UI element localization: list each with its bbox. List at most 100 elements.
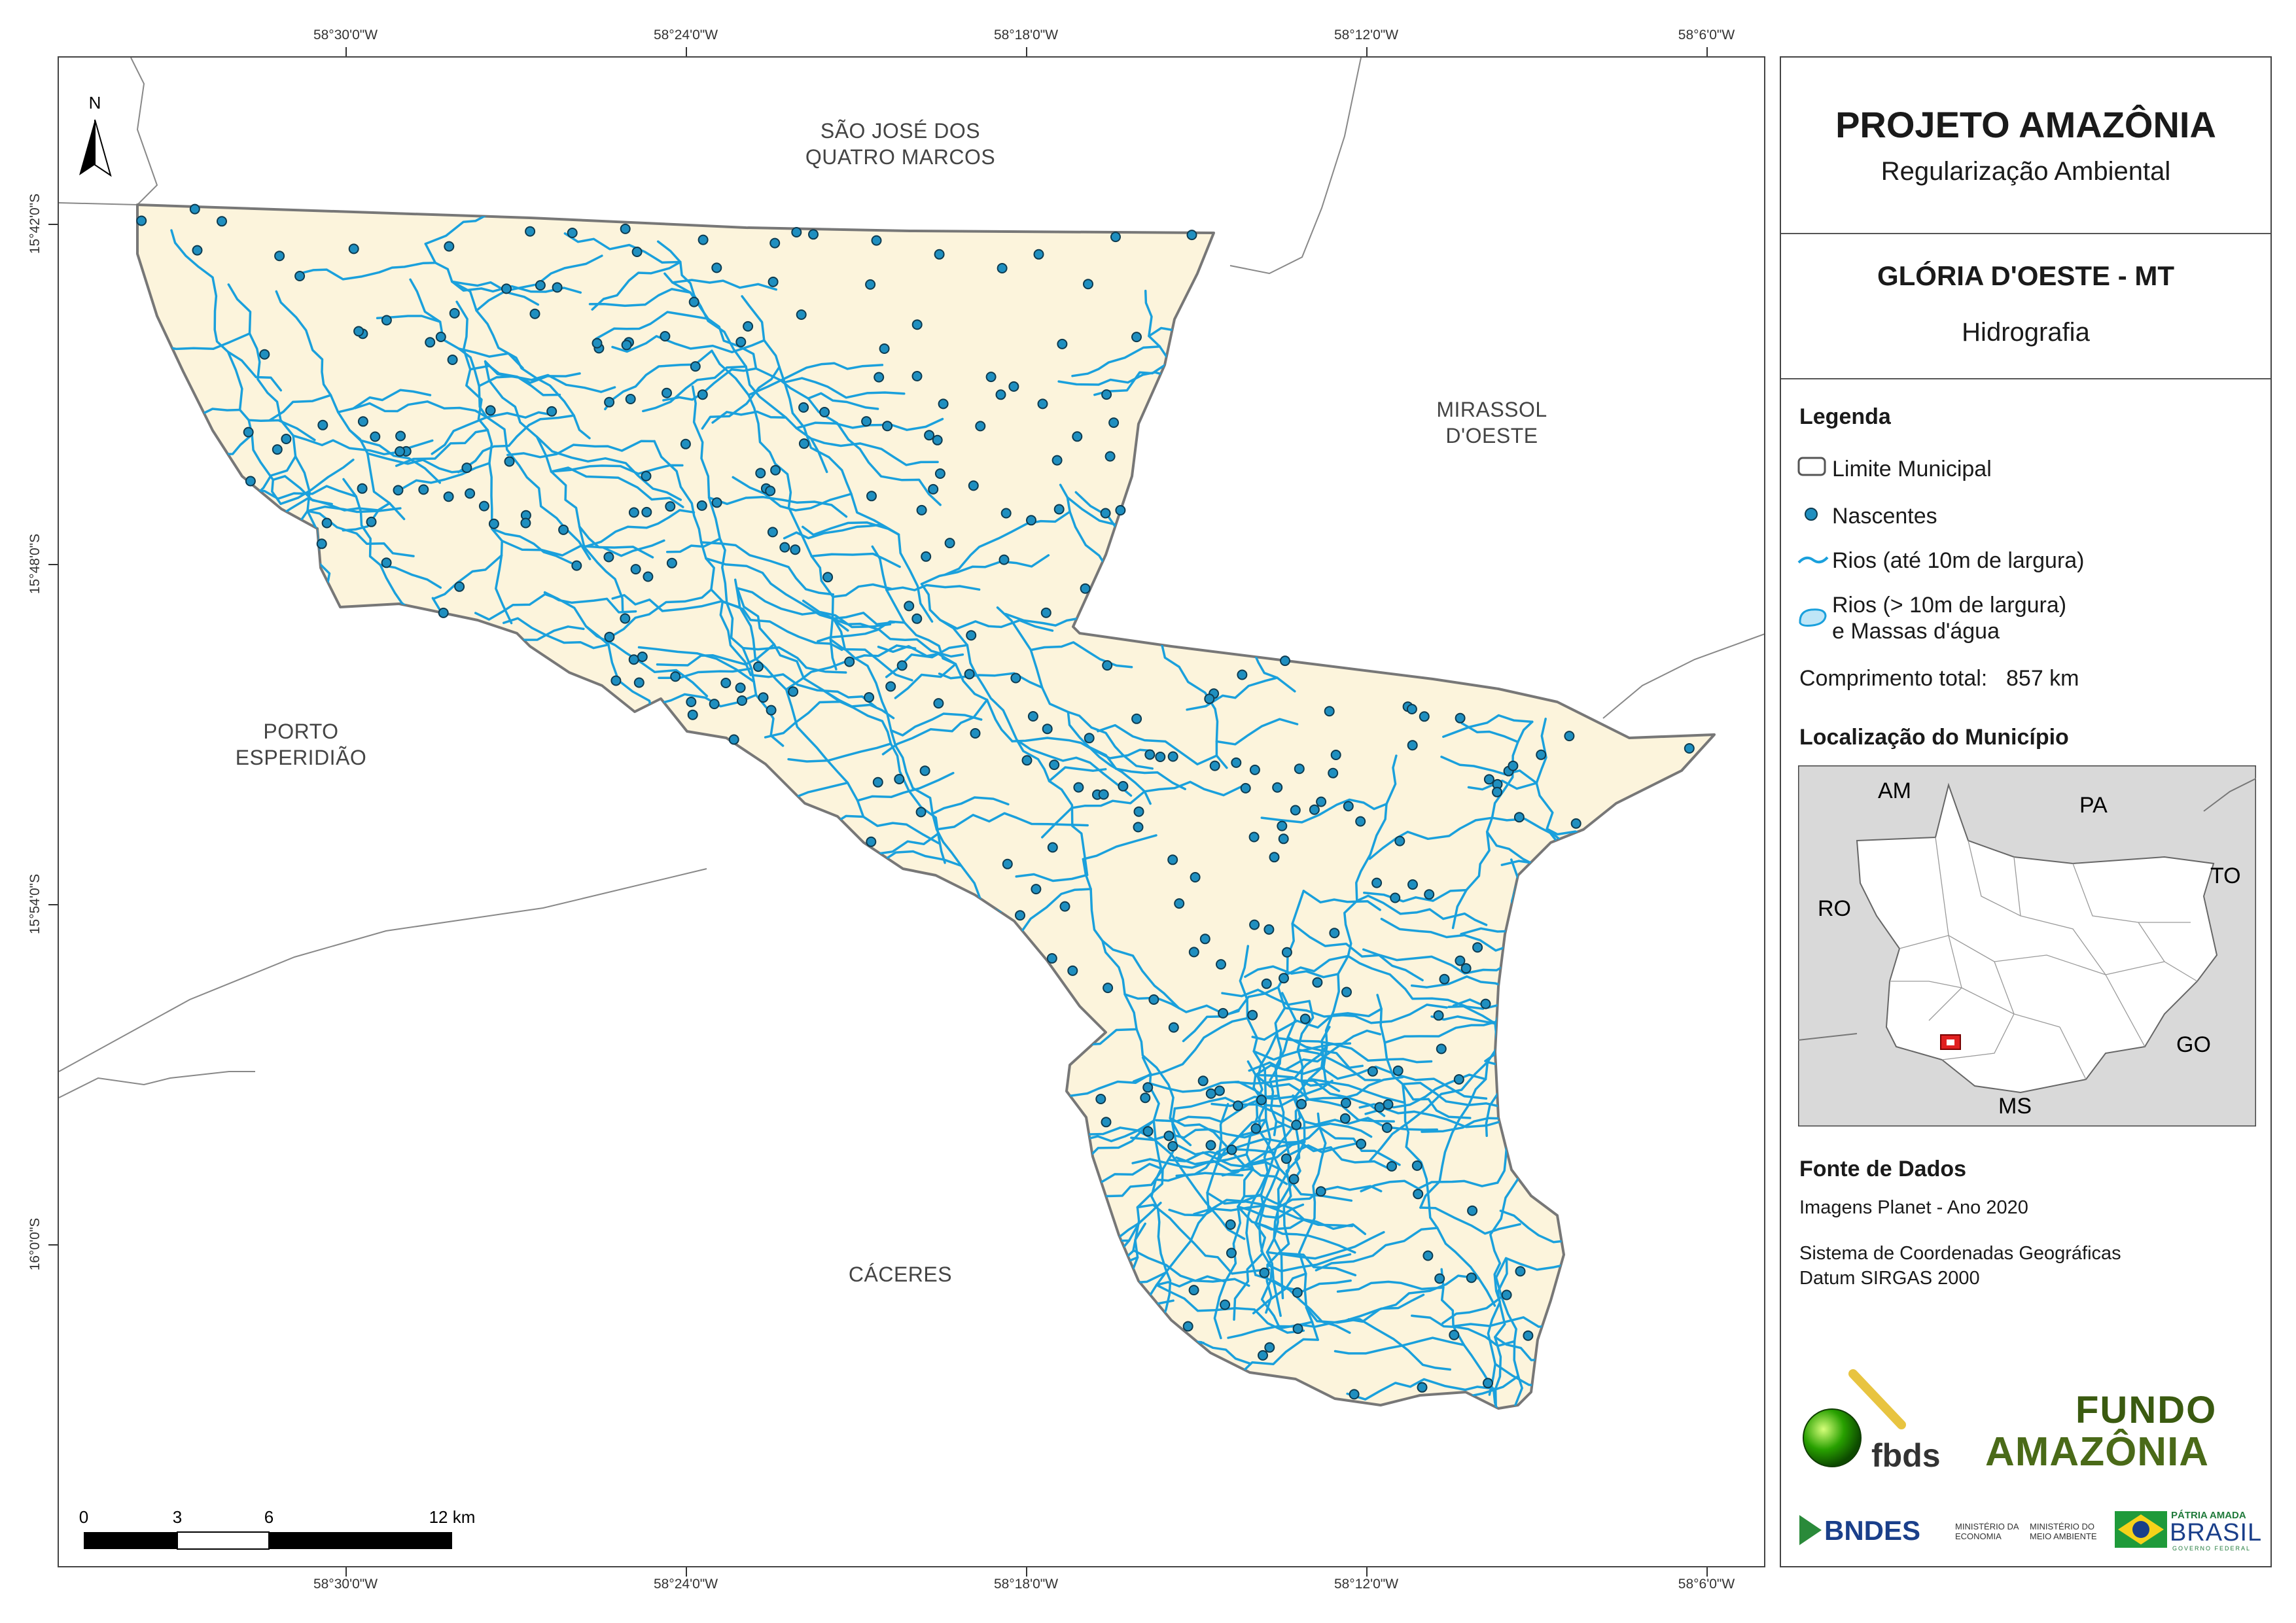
river-line xyxy=(578,525,654,559)
spring-point xyxy=(844,656,855,667)
spring-point xyxy=(709,699,720,710)
river-line xyxy=(535,436,682,501)
spring-point xyxy=(1374,1102,1385,1113)
river-line xyxy=(1402,1081,1469,1106)
river-line xyxy=(1452,1316,1563,1328)
spring-point xyxy=(1296,1098,1307,1109)
river-line xyxy=(1133,1461,1265,1510)
spring-point xyxy=(571,560,582,571)
spring-point xyxy=(1073,782,1084,793)
spring-point xyxy=(1209,760,1220,771)
river-line xyxy=(963,1374,1093,1405)
river-line xyxy=(1308,1077,1405,1104)
river-line xyxy=(749,673,877,708)
spring-point xyxy=(1174,898,1185,909)
spring-point xyxy=(822,572,834,583)
river-line xyxy=(832,583,892,599)
spring-point xyxy=(1515,1266,1526,1277)
river-line xyxy=(379,564,442,589)
river-line xyxy=(1363,888,1468,903)
spring-point xyxy=(1508,760,1519,771)
north-arrow: N xyxy=(79,93,112,177)
spring-point xyxy=(1115,505,1126,515)
spring-point xyxy=(997,263,1008,273)
spring-point xyxy=(796,309,807,320)
spring-point xyxy=(735,682,746,693)
river-line xyxy=(1280,954,1350,979)
spring-point xyxy=(1051,455,1063,466)
spring-point xyxy=(904,601,915,612)
spring-point xyxy=(488,518,499,529)
spring-point xyxy=(819,407,830,417)
spring-point xyxy=(865,279,876,290)
graticule-tick xyxy=(48,564,58,565)
river-line xyxy=(395,428,489,467)
spring-point xyxy=(1102,660,1113,671)
spring-point xyxy=(1220,1299,1231,1310)
river-line xyxy=(1506,1467,1570,1500)
spring-point xyxy=(1292,1323,1303,1335)
spring-point xyxy=(366,516,377,527)
river-line xyxy=(247,419,316,442)
north-arrow-right xyxy=(94,119,112,177)
river-line xyxy=(939,618,1054,632)
spring-point xyxy=(871,235,882,246)
river-line xyxy=(342,502,391,532)
spring-point xyxy=(357,483,368,494)
river-line xyxy=(355,655,433,705)
spring-point xyxy=(630,564,641,575)
spring-point xyxy=(758,692,769,703)
river-line xyxy=(1417,1503,1515,1511)
fbds-logo: fbds xyxy=(1803,1369,1941,1474)
river-line xyxy=(699,541,835,596)
river-line xyxy=(1369,1060,1489,1162)
longitude-label-bottom: 58°24'0"W xyxy=(653,1577,718,1592)
river-line xyxy=(1029,1274,1108,1295)
river-line xyxy=(1273,992,1297,1300)
river-line xyxy=(319,621,426,645)
river-line xyxy=(1237,1203,1305,1219)
river-line xyxy=(336,389,432,413)
spring-point xyxy=(1330,750,1341,760)
spring-point xyxy=(767,527,778,538)
river-line xyxy=(1037,1310,1140,1367)
spring-point xyxy=(641,506,652,517)
spring-point xyxy=(1098,789,1109,800)
river-line xyxy=(583,509,696,548)
river-line xyxy=(894,663,957,699)
spring-point xyxy=(966,630,977,641)
spring-point xyxy=(1084,733,1095,744)
spring-point xyxy=(1118,780,1129,792)
spring-point xyxy=(720,678,732,688)
patria-amada-line1: PÁTRIA AMADA xyxy=(2171,1510,2246,1521)
spring-point xyxy=(1424,889,1435,900)
spring-point xyxy=(1042,724,1053,735)
river-line xyxy=(1603,929,1711,964)
longitude-label-top: 58°24'0"W xyxy=(653,27,718,43)
river-line xyxy=(1486,1060,1566,1075)
spring-point xyxy=(535,280,546,291)
spring-point xyxy=(1291,1119,1302,1130)
spring-point xyxy=(1264,1342,1275,1353)
river-line xyxy=(506,440,656,459)
spring-point xyxy=(964,669,975,680)
river-line xyxy=(1411,1314,1516,1348)
river-line xyxy=(588,288,692,307)
spring-point xyxy=(641,470,652,481)
river-line xyxy=(1265,1230,1385,1260)
river-line xyxy=(611,594,741,612)
river-line xyxy=(1215,718,1299,746)
river-line xyxy=(1297,1140,1392,1171)
river-line xyxy=(393,661,472,699)
spring-point xyxy=(1249,919,1260,930)
river-line xyxy=(584,625,709,697)
spring-point xyxy=(743,321,754,332)
spring-point xyxy=(1186,230,1197,241)
spring-point xyxy=(798,438,809,449)
project-title: PROJETO AMAZÔNIA xyxy=(1835,104,2216,145)
spring-point xyxy=(1349,1389,1360,1400)
spring-point xyxy=(755,468,766,479)
river-line xyxy=(402,462,491,489)
latitude-label: 16°0'0"S xyxy=(27,1217,43,1271)
spring-point xyxy=(1049,759,1060,771)
